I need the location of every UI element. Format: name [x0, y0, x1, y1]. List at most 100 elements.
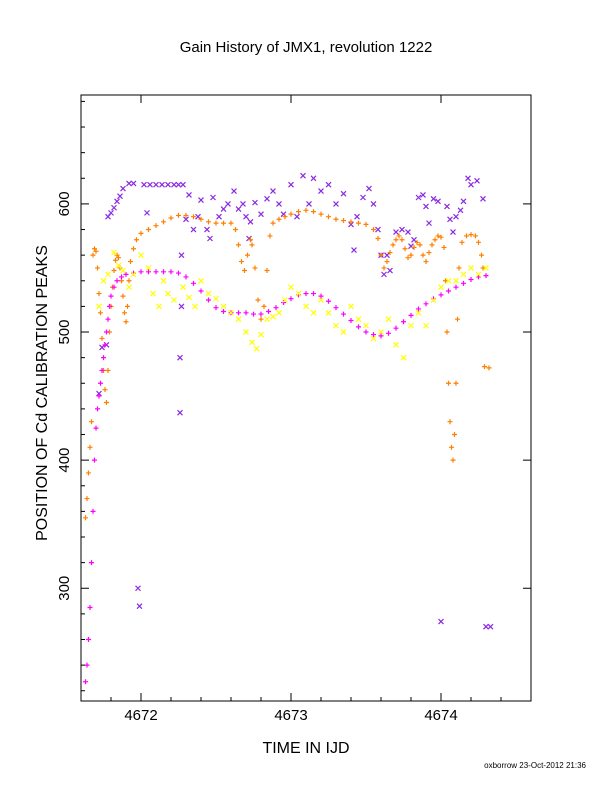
data-point	[198, 197, 204, 203]
data-point	[408, 322, 414, 329]
data-point	[355, 316, 362, 323]
data-point	[456, 265, 462, 271]
data-point	[370, 200, 377, 207]
data-point	[294, 213, 300, 220]
data-point	[348, 221, 354, 228]
data-point	[161, 219, 166, 225]
data-point	[468, 265, 474, 271]
data-point	[87, 444, 93, 450]
data-point	[96, 390, 102, 397]
data-point	[426, 250, 432, 256]
data-point	[476, 274, 481, 280]
data-point	[459, 239, 465, 245]
data-point	[396, 233, 402, 239]
data-point	[93, 248, 99, 254]
data-point	[363, 322, 369, 329]
y-axis-label: POSITION OF Cd CALIBRATION PEAKS	[34, 245, 51, 541]
data-point	[417, 242, 423, 248]
data-point	[423, 301, 429, 307]
data-point	[482, 364, 487, 370]
data-point	[381, 265, 387, 271]
data-point	[204, 226, 210, 233]
data-point	[138, 252, 144, 259]
data-point	[325, 181, 332, 188]
data-point	[447, 419, 453, 425]
data-point	[115, 262, 122, 269]
data-point	[385, 316, 392, 323]
data-point	[444, 203, 450, 210]
data-point	[483, 265, 489, 271]
data-point	[295, 290, 302, 297]
data-point	[457, 207, 464, 214]
data-point	[153, 223, 159, 229]
data-point	[89, 560, 94, 566]
data-point	[375, 235, 381, 241]
data-point	[402, 246, 408, 252]
data-point	[460, 198, 467, 205]
data-point	[318, 297, 324, 303]
data-point	[354, 213, 360, 220]
data-point	[423, 203, 429, 210]
data-point	[111, 284, 117, 290]
data-point	[366, 185, 372, 192]
data-point	[483, 273, 489, 279]
data-point	[438, 284, 444, 291]
data-point	[138, 230, 144, 236]
data-point	[175, 181, 182, 188]
plot-frame	[80, 94, 532, 702]
data-point	[408, 312, 414, 318]
data-point	[258, 211, 264, 218]
data-point	[221, 309, 226, 315]
data-point	[150, 290, 156, 297]
data-point	[446, 288, 451, 294]
data-point	[432, 237, 438, 243]
data-point	[161, 269, 166, 275]
data-point	[177, 409, 183, 416]
data-point	[130, 271, 137, 278]
data-point	[213, 220, 219, 226]
data-point	[405, 229, 411, 236]
data-point	[273, 305, 279, 311]
data-point	[126, 278, 132, 284]
data-point	[306, 200, 312, 207]
data-point	[233, 227, 238, 233]
data-point	[475, 271, 482, 278]
data-point	[239, 259, 244, 265]
data-point	[276, 200, 282, 207]
data-point	[348, 303, 354, 310]
data-point	[318, 293, 324, 299]
data-point	[453, 277, 459, 284]
data-point	[83, 515, 88, 521]
data-point	[363, 221, 369, 227]
data-point	[195, 213, 201, 220]
data-point	[249, 339, 255, 346]
x-tick-label: 4674	[424, 707, 457, 724]
data-point	[176, 212, 181, 218]
data-point	[348, 317, 354, 323]
y-tick-label: 600	[56, 191, 73, 216]
data-point	[453, 213, 459, 220]
data-point	[240, 200, 246, 207]
data-point	[318, 188, 324, 195]
data-point	[213, 305, 219, 311]
data-point	[303, 291, 309, 297]
data-point	[191, 280, 196, 286]
data-point	[405, 255, 411, 261]
data-point	[381, 271, 387, 278]
data-point	[449, 444, 454, 450]
data-point	[348, 219, 354, 225]
data-point	[416, 306, 421, 312]
data-point	[461, 280, 466, 286]
data-point	[243, 213, 249, 220]
series-3	[96, 249, 489, 361]
data-point	[228, 220, 234, 226]
data-point	[86, 637, 91, 643]
data-point	[450, 229, 456, 236]
data-point	[258, 331, 264, 338]
data-point	[89, 419, 94, 425]
data-point	[288, 284, 294, 291]
data-point	[288, 211, 294, 217]
data-point	[264, 316, 270, 323]
data-point	[296, 209, 301, 215]
data-point	[393, 325, 399, 331]
